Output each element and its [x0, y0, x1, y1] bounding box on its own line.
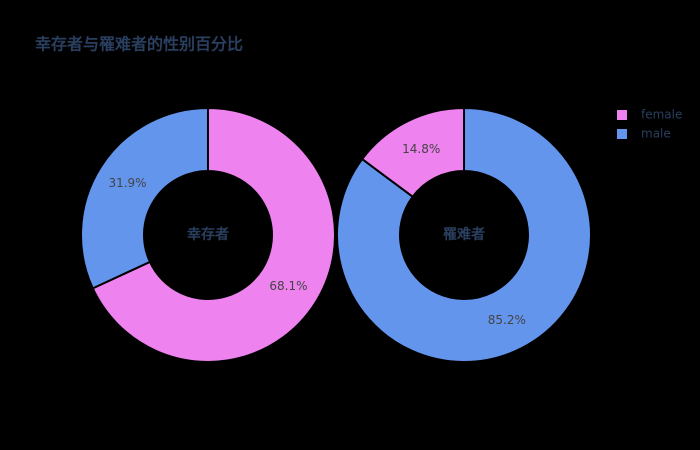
chart-title: 幸存者与罹难者的性别百分比 [35, 35, 243, 54]
donut-slice [336, 106, 592, 363]
legend-swatch [617, 110, 627, 120]
slice-label: 68.1% [269, 279, 307, 293]
donut-slice [360, 106, 465, 199]
slice-label: 85.2% [488, 313, 526, 327]
legend-label: male [641, 127, 671, 141]
slice-label: 14.8% [402, 142, 440, 156]
donut-slice [80, 106, 209, 290]
center-label: 幸存者 [187, 226, 229, 243]
legend-label: female [641, 108, 682, 122]
slice-label: 31.9% [108, 176, 146, 190]
legend-swatch [617, 129, 627, 139]
donut-slice [91, 106, 336, 363]
center-label: 罹难者 [443, 226, 485, 243]
